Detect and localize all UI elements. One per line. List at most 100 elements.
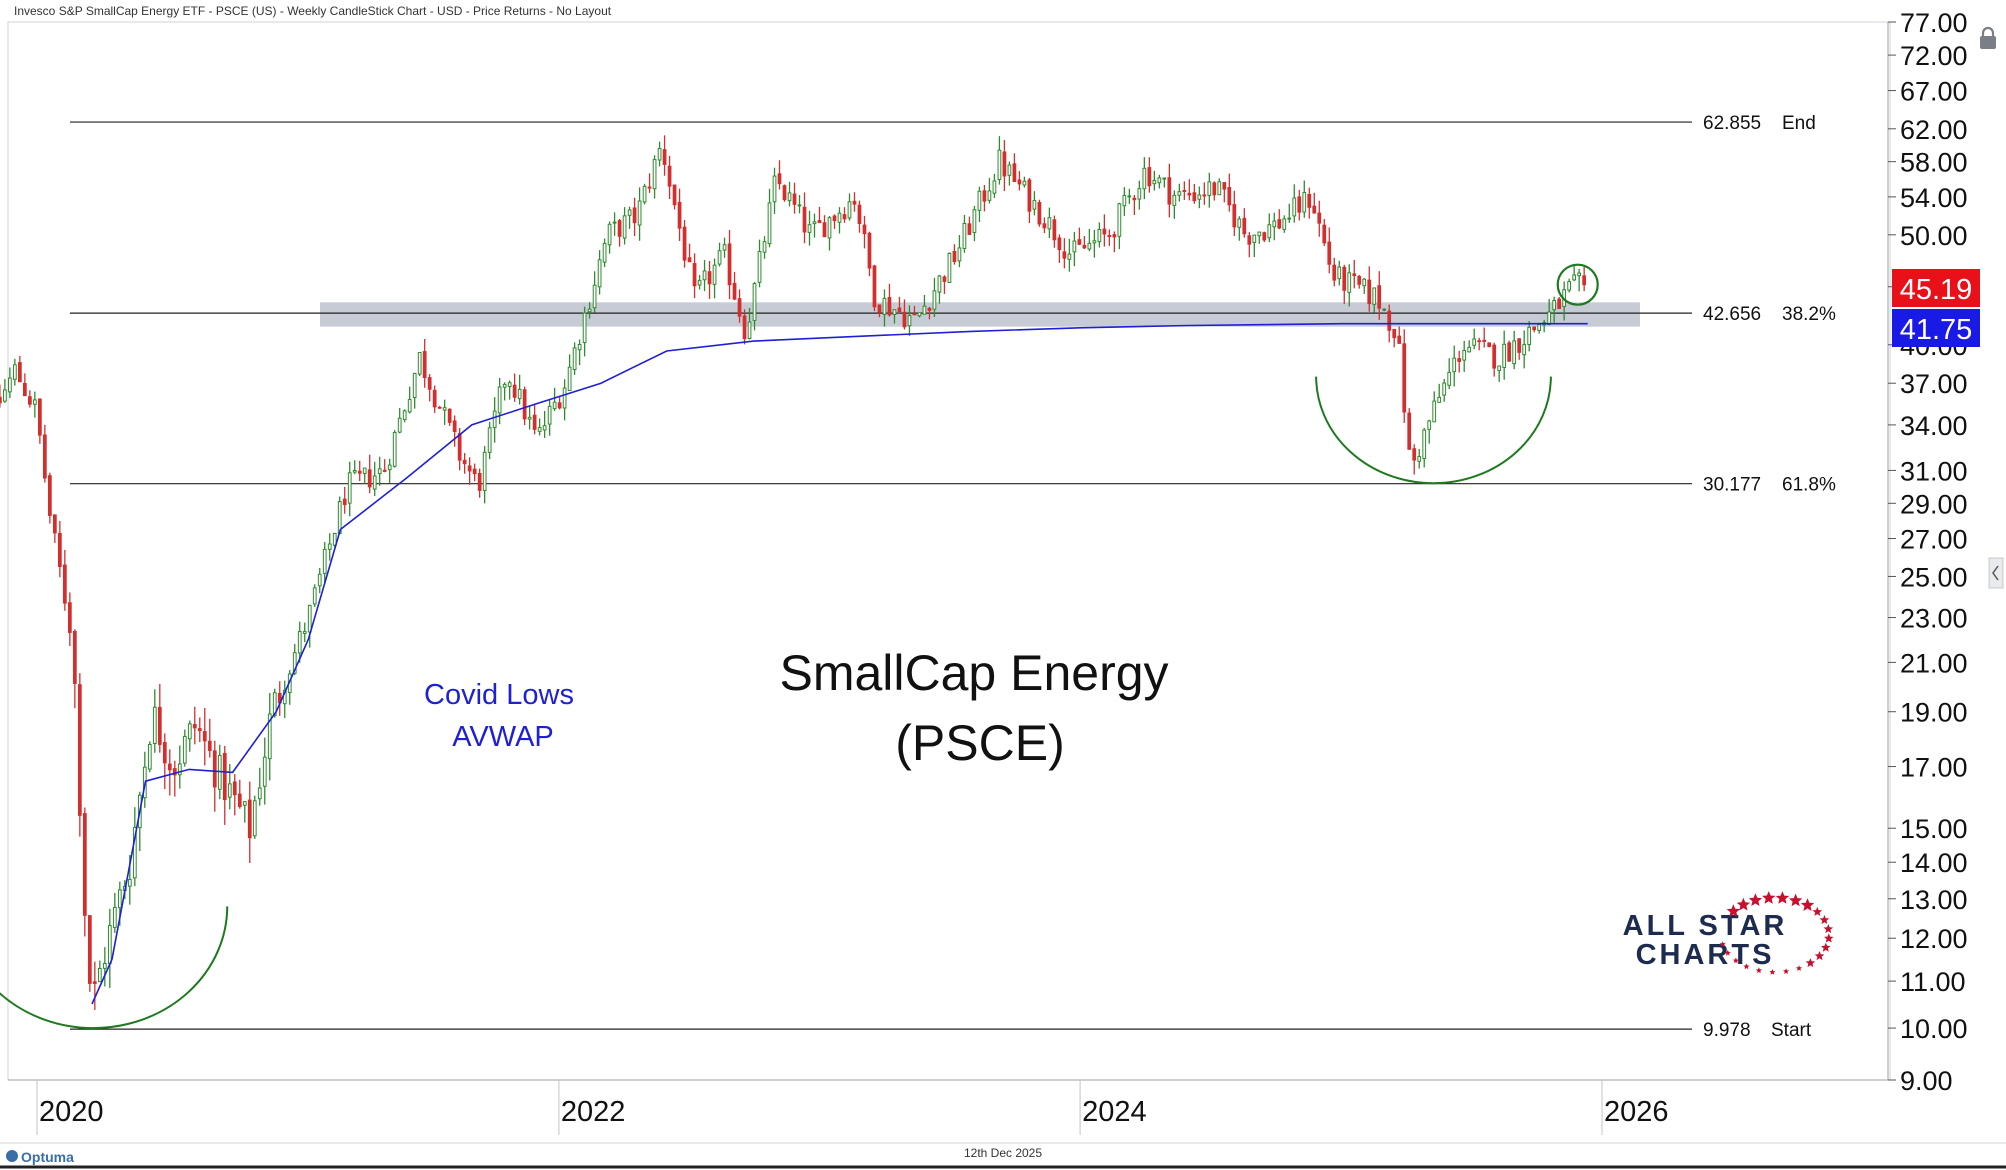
candle: [1077, 227, 1082, 246]
candle-body: [917, 312, 922, 317]
candle: [817, 206, 822, 224]
candle: [792, 182, 797, 214]
candle-body: [1537, 324, 1542, 331]
candle-body: [0, 396, 2, 404]
candle-body: [1352, 273, 1357, 277]
candle-body: [52, 514, 57, 534]
candle-body: [892, 309, 897, 315]
candle-body: [447, 408, 452, 423]
candle: [937, 274, 942, 304]
logo-star-icon: [1775, 891, 1790, 904]
logo-star-icon: [1748, 893, 1763, 906]
candle-body: [397, 417, 402, 433]
candle: [1307, 187, 1312, 219]
candle-body: [812, 221, 817, 225]
fib-tag-label-3: Start: [1771, 1020, 1812, 1041]
candle-body: [862, 224, 867, 235]
candle-body: [1242, 217, 1247, 235]
y-tick-label-13: 27.00: [1900, 525, 1968, 555]
candle-body: [1302, 192, 1307, 213]
candle: [377, 456, 382, 486]
candle: [92, 961, 97, 1010]
candle: [997, 136, 1002, 185]
candle: [1522, 330, 1527, 369]
candle: [1227, 173, 1232, 212]
candle-body: [1072, 240, 1077, 253]
candle: [132, 807, 137, 887]
candle: [27, 390, 32, 408]
candle: [82, 807, 87, 937]
candle: [1062, 238, 1067, 269]
candle-body: [17, 362, 22, 383]
candle-body: [982, 190, 987, 202]
candle-body: [1027, 179, 1032, 212]
candle-body: [1017, 179, 1022, 185]
candle: [1337, 260, 1342, 286]
candle-body: [872, 265, 877, 308]
candle: [1567, 278, 1572, 293]
candle-body: [192, 723, 197, 729]
candle: [232, 774, 237, 816]
y-tick-label-9: 37.00: [1900, 369, 1968, 399]
candle-body: [817, 220, 822, 224]
candle: [167, 749, 172, 796]
panel-collapse-handle[interactable]: [1988, 557, 2004, 589]
candle-body: [367, 469, 372, 488]
candle: [992, 173, 997, 198]
candle-body: [1372, 287, 1377, 305]
candle: [237, 779, 242, 809]
candle-body: [657, 147, 662, 161]
candle-body: [467, 465, 472, 472]
candle: [1367, 266, 1372, 312]
candle-body: [937, 275, 942, 293]
candle-body: [677, 201, 682, 229]
candle-body: [622, 215, 627, 239]
fib-tag-label-0: End: [1782, 113, 1816, 134]
candle: [1417, 448, 1422, 469]
candle: [1072, 231, 1077, 267]
candle-body: [412, 373, 417, 399]
candle-body: [1512, 340, 1517, 365]
logo-star-icon: [1819, 915, 1830, 924]
candle-body: [597, 259, 602, 288]
lock-icon[interactable]: [1980, 26, 1996, 49]
candle: [1047, 207, 1052, 239]
candle: [677, 188, 682, 241]
candle-body: [252, 800, 257, 837]
candle: [0, 384, 2, 408]
fib-tag-label-2: 61.8%: [1782, 475, 1836, 496]
candle-body: [202, 731, 207, 742]
candle-body: [997, 149, 1002, 181]
candle: [967, 216, 972, 236]
logo-star-icon: [1743, 963, 1750, 970]
fibonacci-levels: 62.855 End 42.656 38.2% 30.177 61.8% 9.978 Star…: [70, 113, 1836, 1041]
x-tick-label-1: 2022: [561, 1096, 626, 1128]
candle: [1552, 296, 1557, 323]
candle-body: [347, 472, 352, 504]
candle: [1502, 330, 1507, 380]
candle: [1557, 297, 1562, 310]
candle-body: [1057, 237, 1062, 251]
candle-body: [177, 763, 182, 776]
candle: [857, 200, 862, 233]
candle-body: [1382, 308, 1387, 311]
candle: [762, 236, 767, 259]
candle-body: [332, 533, 337, 546]
logo-star-icon: [1769, 969, 1776, 975]
candle-body: [172, 768, 177, 776]
candle: [722, 237, 727, 258]
candle-body: [482, 451, 487, 491]
candle-body: [1402, 343, 1407, 413]
candle-body: [1517, 338, 1522, 353]
candle: [477, 468, 482, 498]
candle: [1137, 180, 1142, 210]
fib-value-label-2: 30.177: [1703, 475, 1761, 496]
logo-star-icon: [1821, 942, 1831, 952]
candle: [942, 275, 947, 294]
candle: [1142, 157, 1147, 200]
candle: [1382, 308, 1387, 312]
y-tick-label-23: 11.00: [1900, 967, 1966, 997]
y-tick-label-6: 50.00: [1900, 221, 1968, 251]
candle: [902, 299, 907, 330]
